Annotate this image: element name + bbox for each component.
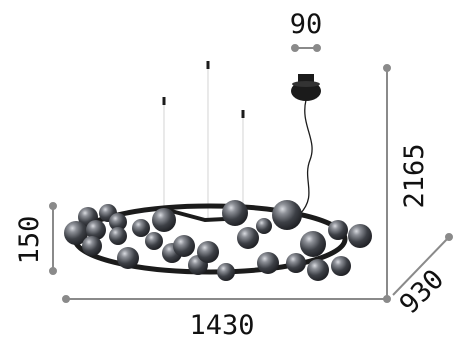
dimension-endpoint xyxy=(49,267,57,275)
cable-clamps xyxy=(162,61,245,118)
ceiling-canopy xyxy=(291,74,321,101)
power-cord xyxy=(299,99,313,215)
pendant-lamp xyxy=(64,61,372,281)
dimension-lines xyxy=(49,44,453,303)
suspension-cables xyxy=(163,68,244,218)
dimension-endpoint xyxy=(62,295,70,303)
depth-label: 930 xyxy=(394,264,450,320)
body-height-label: 150 xyxy=(14,216,45,265)
total-height-label: 2165 xyxy=(399,143,430,208)
depth-line xyxy=(392,236,450,296)
dimension-endpoint xyxy=(49,202,57,210)
dimension-endpoint xyxy=(445,233,453,241)
dimension-endpoint xyxy=(291,44,299,52)
length-label: 1430 xyxy=(189,310,254,340)
canopy-width-label: 90 xyxy=(290,9,323,40)
dimension-endpoint xyxy=(313,44,321,52)
glass-globes xyxy=(64,200,372,281)
dimension-endpoint xyxy=(383,64,391,72)
